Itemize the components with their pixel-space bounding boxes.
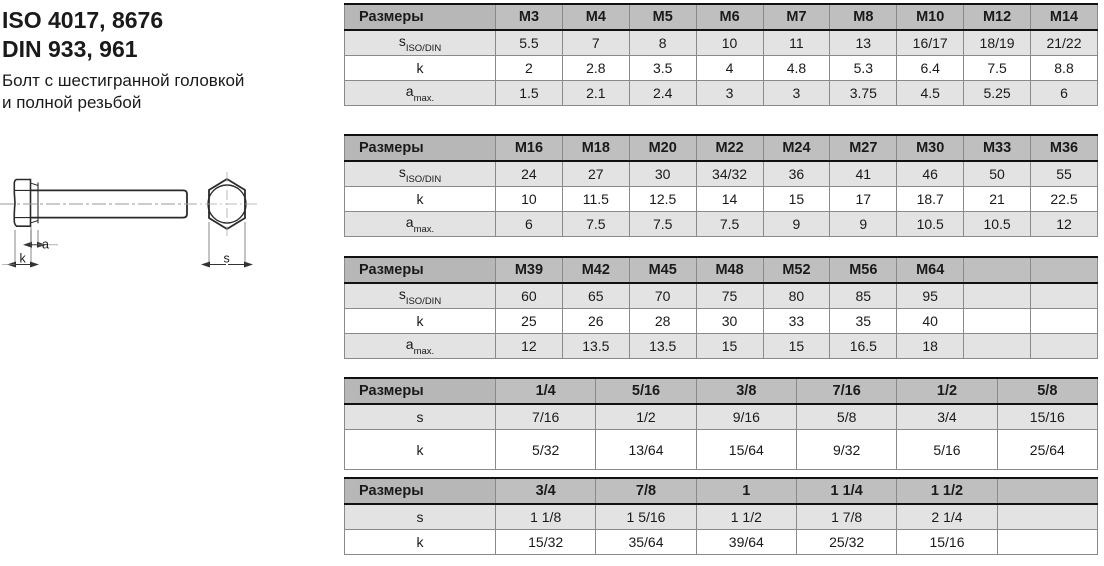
svg-text:s: s (224, 252, 230, 266)
svg-text:a: a (42, 238, 49, 252)
svg-text:k: k (20, 252, 27, 266)
